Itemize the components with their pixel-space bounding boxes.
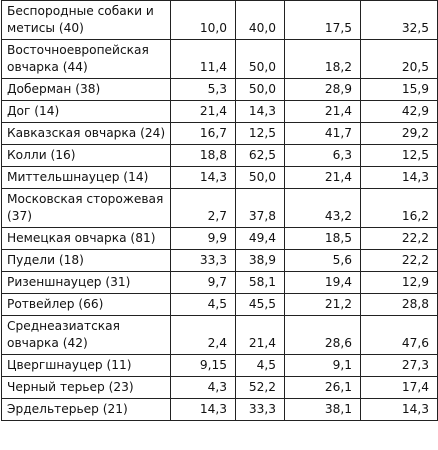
- value-cell-3: 18,2: [284, 39, 361, 79]
- value-cell-2: 58,1: [235, 271, 285, 294]
- table-row: Московская сторожевая (37) 2,7 37,8 43,2…: [1, 188, 438, 228]
- breed-name: Немецкая овчарка (81): [1, 227, 171, 250]
- table-row: Миттельшнауцер (14) 14,3 50,0 21,4 14,3: [1, 166, 438, 189]
- breed-name: Московская сторожевая (37): [1, 188, 171, 228]
- table-row: Пудели (18) 33,3 38,9 5,6 22,2: [1, 249, 438, 272]
- breed-name: Восточноевропейская овчарка (44): [1, 39, 171, 79]
- breed-name: Цвергшнауцер (11): [1, 354, 171, 377]
- breed-name: Миттельшнауцер (14): [1, 166, 171, 189]
- value-cell-1: 14,3: [170, 398, 236, 421]
- value-cell-3: 26,1: [284, 376, 361, 399]
- value-cell-2: 50,0: [235, 166, 285, 189]
- value-cell-4: 27,3: [360, 354, 438, 377]
- value-cell-3: 21,2: [284, 293, 361, 316]
- value-cell-1: 9,7: [170, 271, 236, 294]
- table-row: Ризеншнауцер (31) 9,7 58,1 19,4 12,9: [1, 271, 438, 294]
- value-cell-4: 42,9: [360, 100, 438, 123]
- value-cell-3: 5,6: [284, 249, 361, 272]
- value-cell-4: 12,9: [360, 271, 438, 294]
- value-cell-2: 21,4: [235, 315, 285, 355]
- value-cell-1: 10,0: [170, 0, 236, 40]
- table-row: Эрдельтерьер (21) 14,3 33,3 38,1 14,3: [1, 398, 438, 421]
- value-cell-1: 2,4: [170, 315, 236, 355]
- table-row: Кавказская овчарка (24) 16,7 12,5 41,7 2…: [1, 122, 438, 145]
- table-row: Ротвейлер (66) 4,5 45,5 21,2 28,8: [1, 293, 438, 316]
- table-row: Доберман (38) 5,3 50,0 28,9 15,9: [1, 78, 438, 101]
- table-row: Черный терьер (23) 4,3 52,2 26,1 17,4: [1, 376, 438, 399]
- breed-name: Эрдельтерьер (21): [1, 398, 171, 421]
- breed-name: Беспородные собаки и метисы (40): [1, 0, 171, 40]
- breed-name: Среднеазиатская овчарка (42): [1, 315, 171, 355]
- value-cell-3: 17,5: [284, 0, 361, 40]
- value-cell-3: 21,4: [284, 166, 361, 189]
- value-cell-2: 40,0: [235, 0, 285, 40]
- table-row: Цвергшнауцер (11) 9,15 4,5 9,1 27,3: [1, 354, 438, 377]
- value-cell-1: 4,3: [170, 376, 236, 399]
- value-cell-3: 43,2: [284, 188, 361, 228]
- value-cell-2: 50,0: [235, 39, 285, 79]
- table-row: Дог (14) 21,4 14,3 21,4 42,9: [1, 100, 438, 123]
- breed-name: Пудели (18): [1, 249, 171, 272]
- value-cell-4: 14,3: [360, 166, 438, 189]
- value-cell-1: 2,7: [170, 188, 236, 228]
- table-body: Беспородные собаки и метисы (40) 10,0 40…: [1, 0, 438, 421]
- table-row: Беспородные собаки и метисы (40) 10,0 40…: [1, 0, 438, 40]
- value-cell-3: 41,7: [284, 122, 361, 145]
- breed-name: Дог (14): [1, 100, 171, 123]
- breed-name: Доберман (38): [1, 78, 171, 101]
- breed-name: Ризеншнауцер (31): [1, 271, 171, 294]
- value-cell-4: 20,5: [360, 39, 438, 79]
- value-cell-1: 33,3: [170, 249, 236, 272]
- value-cell-1: 5,3: [170, 78, 236, 101]
- value-cell-2: 49,4: [235, 227, 285, 250]
- value-cell-3: 21,4: [284, 100, 361, 123]
- breed-name: Черный терьер (23): [1, 376, 171, 399]
- value-cell-4: 47,6: [360, 315, 438, 355]
- value-cell-3: 6,3: [284, 144, 361, 167]
- value-cell-2: 52,2: [235, 376, 285, 399]
- value-cell-3: 28,6: [284, 315, 361, 355]
- table-row: Восточноевропейская овчарка (44) 11,4 50…: [1, 39, 438, 79]
- value-cell-2: 38,9: [235, 249, 285, 272]
- value-cell-2: 33,3: [235, 398, 285, 421]
- value-cell-2: 45,5: [235, 293, 285, 316]
- value-cell-4: 29,2: [360, 122, 438, 145]
- value-cell-4: 32,5: [360, 0, 438, 40]
- value-cell-2: 14,3: [235, 100, 285, 123]
- value-cell-4: 28,8: [360, 293, 438, 316]
- value-cell-1: 21,4: [170, 100, 236, 123]
- value-cell-1: 16,7: [170, 122, 236, 145]
- value-cell-1: 14,3: [170, 166, 236, 189]
- value-cell-1: 18,8: [170, 144, 236, 167]
- breed-data-table: Беспородные собаки и метисы (40) 10,0 40…: [1, 0, 438, 421]
- value-cell-2: 50,0: [235, 78, 285, 101]
- table-row: Немецкая овчарка (81) 9,9 49,4 18,5 22,2: [1, 227, 438, 250]
- value-cell-2: 37,8: [235, 188, 285, 228]
- breed-name: Ротвейлер (66): [1, 293, 171, 316]
- value-cell-3: 28,9: [284, 78, 361, 101]
- table-row: Колли (16) 18,8 62,5 6,3 12,5: [1, 144, 438, 167]
- value-cell-1: 9,9: [170, 227, 236, 250]
- value-cell-4: 14,3: [360, 398, 438, 421]
- value-cell-4: 22,2: [360, 249, 438, 272]
- value-cell-4: 17,4: [360, 376, 438, 399]
- value-cell-4: 22,2: [360, 227, 438, 250]
- value-cell-4: 15,9: [360, 78, 438, 101]
- value-cell-2: 4,5: [235, 354, 285, 377]
- value-cell-2: 62,5: [235, 144, 285, 167]
- value-cell-4: 16,2: [360, 188, 438, 228]
- value-cell-1: 9,15: [170, 354, 236, 377]
- value-cell-1: 4,5: [170, 293, 236, 316]
- value-cell-3: 38,1: [284, 398, 361, 421]
- table-row: Среднеазиатская овчарка (42) 2,4 21,4 28…: [1, 315, 438, 355]
- value-cell-1: 11,4: [170, 39, 236, 79]
- value-cell-3: 18,5: [284, 227, 361, 250]
- value-cell-3: 19,4: [284, 271, 361, 294]
- value-cell-3: 9,1: [284, 354, 361, 377]
- value-cell-4: 12,5: [360, 144, 438, 167]
- value-cell-2: 12,5: [235, 122, 285, 145]
- breed-name: Колли (16): [1, 144, 171, 167]
- breed-name: Кавказская овчарка (24): [1, 122, 171, 145]
